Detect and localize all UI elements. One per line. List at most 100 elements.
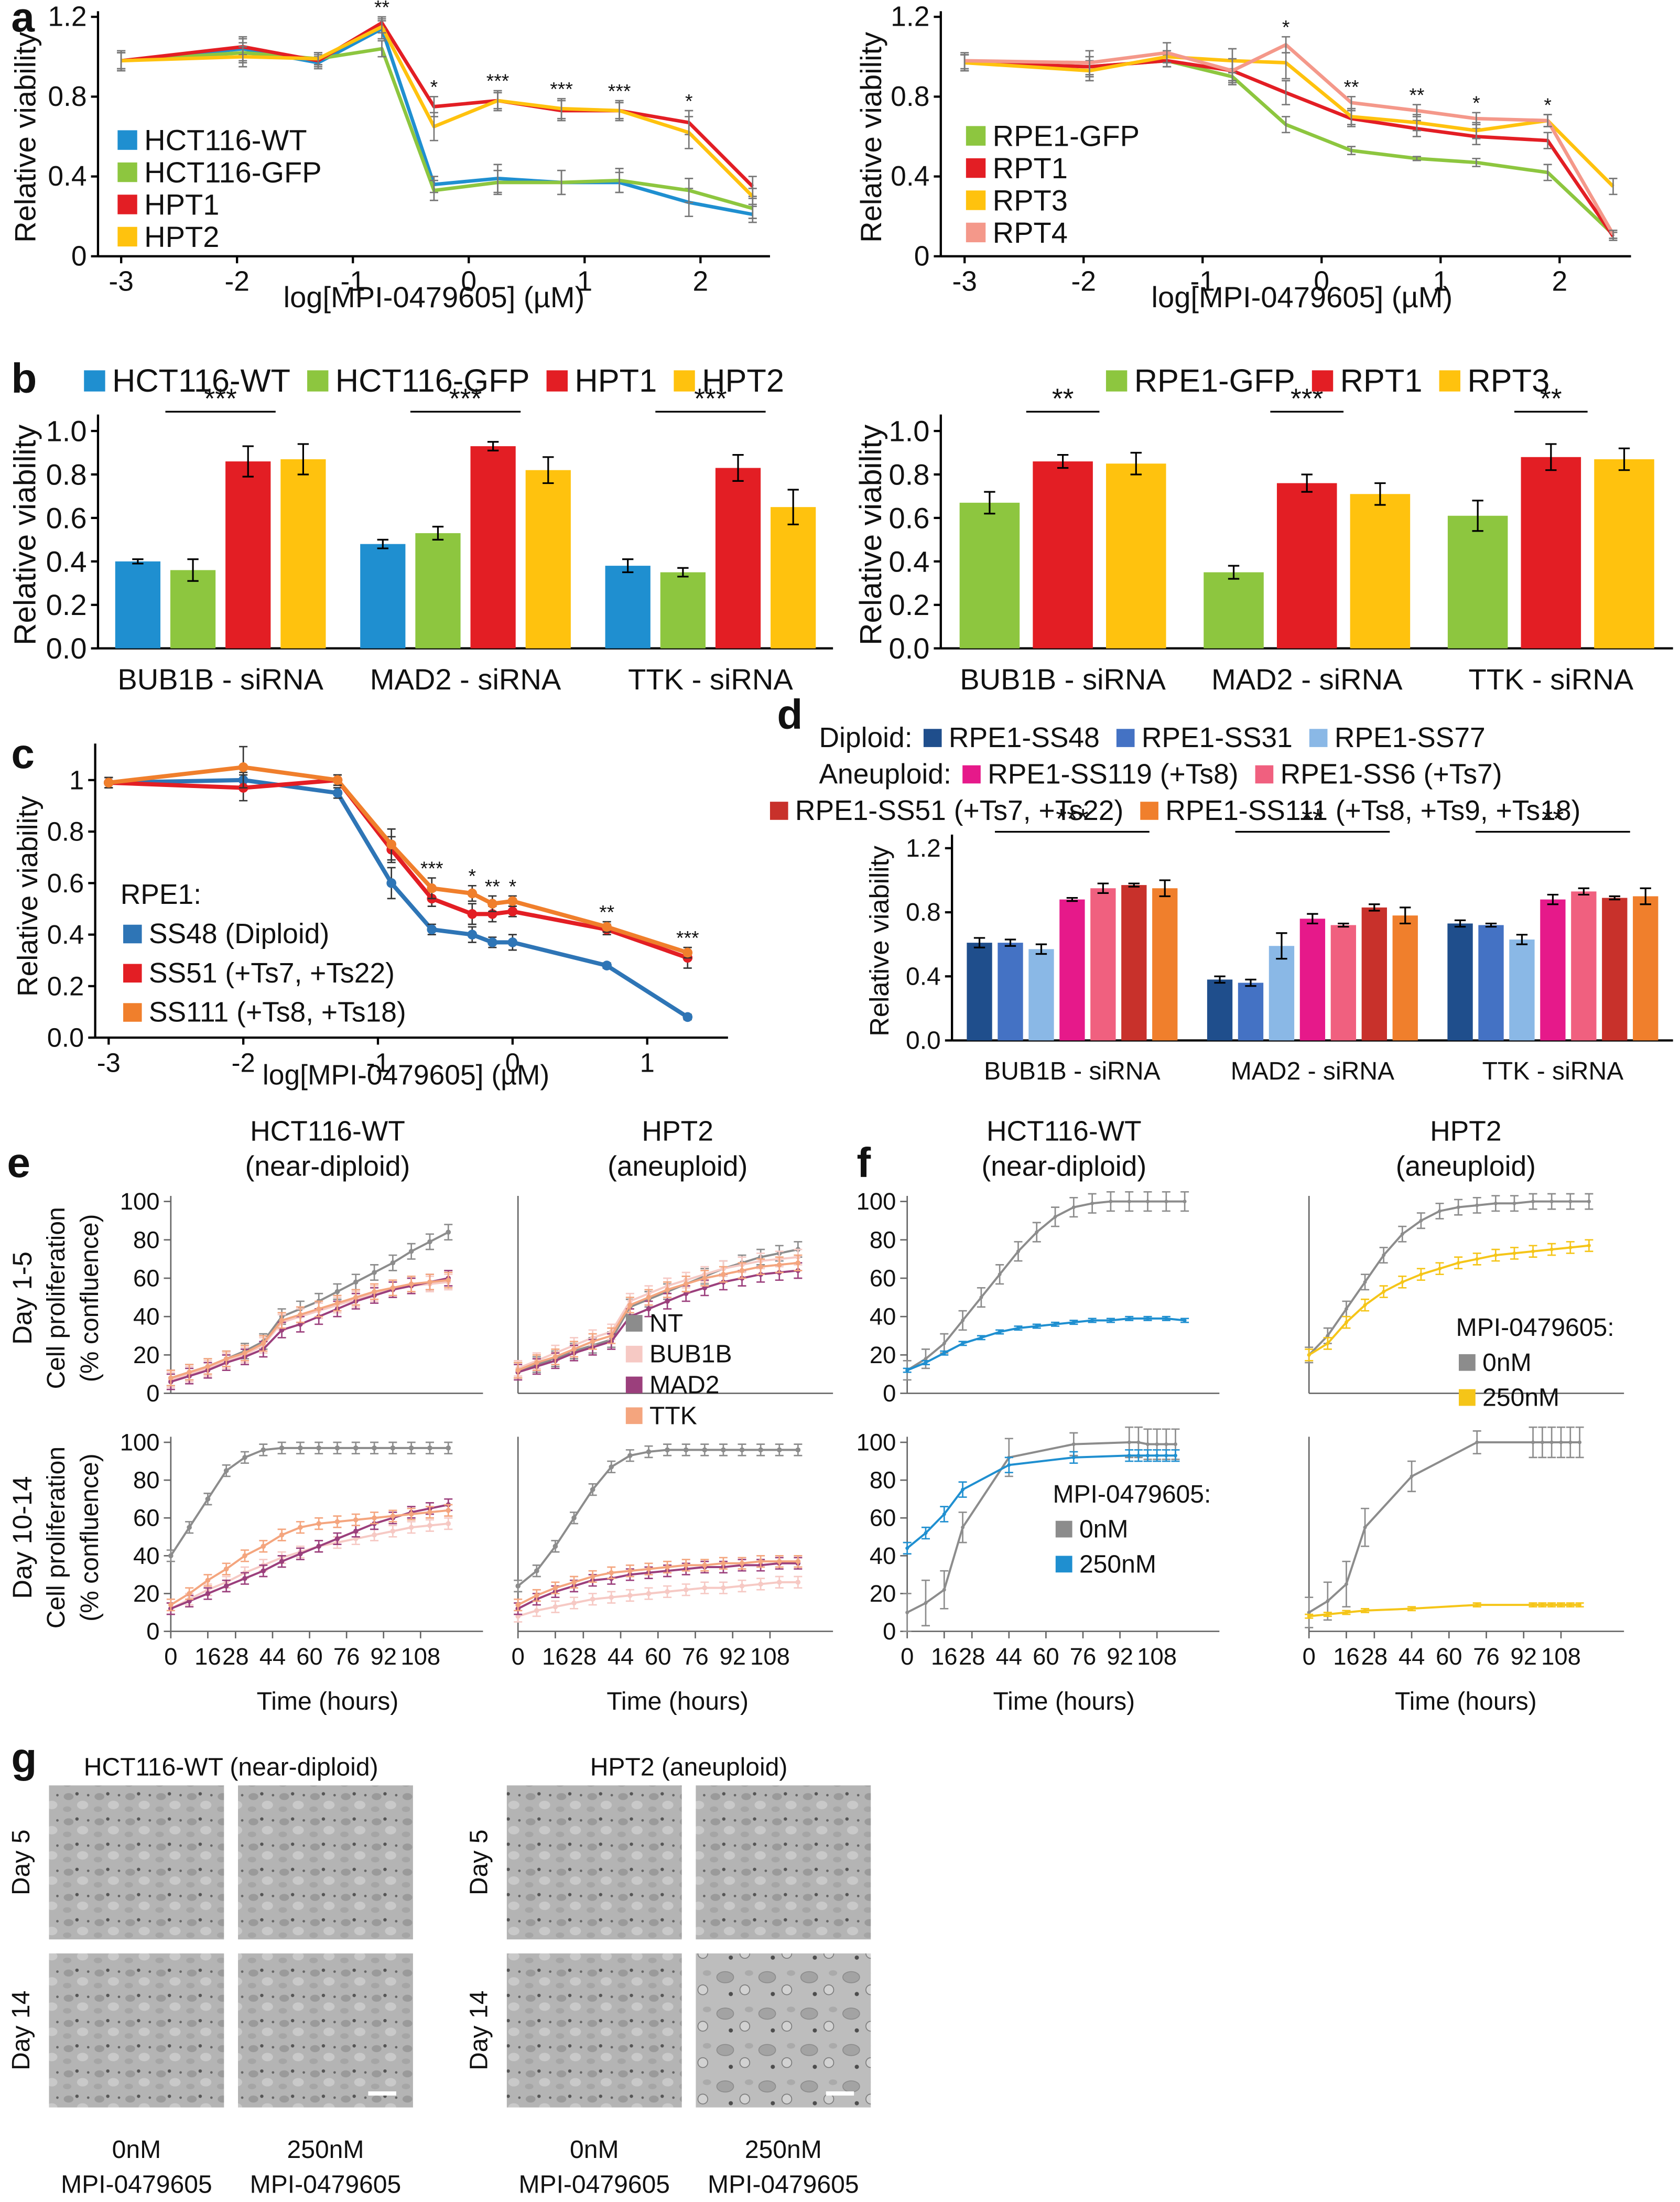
bar — [115, 561, 161, 649]
data-point — [1419, 1272, 1423, 1277]
data-point — [298, 1551, 303, 1557]
data-point — [1531, 1440, 1535, 1444]
bar — [605, 566, 651, 649]
data-point — [1344, 1582, 1348, 1586]
dose-label: 0nM — [570, 2135, 619, 2164]
data-point — [609, 1333, 614, 1339]
x-tick-label: TTK - siRNA — [1469, 663, 1634, 696]
x-tick-label: 0 — [901, 1643, 914, 1670]
group-title: HPT2 (aneuploid) — [590, 1753, 788, 1782]
data-point — [1071, 1205, 1076, 1210]
data-point — [721, 1585, 726, 1591]
data-point — [1419, 1218, 1423, 1223]
dose-label: 0nM — [112, 2135, 161, 2164]
data-point — [408, 1281, 414, 1287]
data-point — [467, 888, 478, 899]
significance: * — [1282, 16, 1290, 38]
data-point — [1016, 1249, 1020, 1254]
data-point — [609, 1594, 614, 1600]
data-point — [627, 1302, 633, 1308]
row-label: Day 1-5 — [7, 1251, 37, 1345]
data-line — [517, 1560, 798, 1606]
data-point — [776, 1447, 782, 1453]
bar — [1571, 891, 1597, 1041]
x-tick-label: -2 — [224, 266, 250, 297]
data-line — [1308, 1200, 1589, 1356]
group-title: HCT116-WT (near-diploid) — [84, 1753, 378, 1782]
x-axis-label: log[MPI-0479605] (µM) — [263, 1060, 549, 1091]
legend-swatch — [625, 1376, 643, 1394]
y-axis-label: Relative viability — [8, 424, 42, 645]
data-point — [1531, 1200, 1535, 1204]
data-point — [602, 922, 612, 932]
legend-label: 250nM — [1079, 1550, 1156, 1578]
data-point — [552, 1543, 558, 1549]
data-line — [517, 1449, 798, 1587]
data-point — [279, 1318, 285, 1323]
x-tick-label: BUB1B - siRNA — [984, 1057, 1161, 1085]
data-point — [408, 1445, 414, 1451]
data-point — [758, 1581, 763, 1587]
data-point — [1410, 1606, 1414, 1611]
data-point — [515, 1583, 521, 1589]
data-point — [534, 1608, 539, 1613]
legend-swatch — [1140, 802, 1158, 820]
x-tick-label: 1 — [640, 1048, 655, 1078]
legend-label: NT — [649, 1309, 683, 1337]
data-point — [1540, 1440, 1544, 1444]
data-point — [390, 1528, 396, 1534]
y-tick-label: 0 — [146, 1380, 159, 1407]
x-tick-label: 28 — [570, 1643, 597, 1670]
data-point — [261, 1543, 266, 1549]
legend-swatch — [923, 729, 942, 747]
bar — [1447, 923, 1473, 1041]
legend-swatch — [1116, 729, 1135, 747]
significance: *** — [608, 80, 631, 102]
y-tick-label: 20 — [133, 1342, 160, 1368]
data-point — [168, 1553, 174, 1559]
data-line — [109, 778, 689, 960]
y-tick-label: 0.8 — [48, 81, 86, 112]
data-point — [758, 1264, 763, 1269]
data-point — [1183, 1319, 1187, 1322]
data-line — [906, 1200, 1185, 1372]
bar — [1478, 925, 1504, 1041]
bar — [1540, 899, 1566, 1041]
data-point — [372, 1445, 377, 1451]
bar — [967, 943, 992, 1041]
x-tick-label: 2 — [692, 266, 708, 297]
legend-label: RPE1-SS77 — [1335, 722, 1486, 753]
subplot-subtitle: (near-diploid) — [245, 1151, 410, 1182]
y-axis-label: Cell proliferation — [42, 1207, 70, 1389]
data-point — [1475, 1440, 1479, 1444]
data-point — [1587, 1200, 1591, 1204]
data-point — [627, 1453, 633, 1459]
data-point — [1363, 1280, 1367, 1284]
legend-swatch — [674, 370, 695, 392]
data-point — [353, 1517, 359, 1523]
legend-swatch — [1312, 370, 1334, 392]
data-point — [758, 1559, 763, 1564]
x-tick-label: 16 — [194, 1643, 221, 1670]
micrograph — [238, 1785, 413, 1940]
bar — [1392, 915, 1418, 1041]
data-point — [1344, 1307, 1348, 1311]
data-point — [386, 878, 397, 888]
x-tick-label: 76 — [682, 1643, 709, 1670]
panel-label: d — [777, 690, 803, 738]
bar — [1204, 572, 1264, 649]
data-point — [942, 1512, 946, 1516]
significance: *** — [694, 384, 727, 415]
data-point — [665, 1589, 670, 1594]
legend-swatch — [123, 964, 142, 983]
significance: * — [509, 875, 517, 897]
legend-title: MPI-0479605: — [1456, 1313, 1614, 1342]
row-label: Day 14 — [464, 1991, 493, 2070]
row-label: Day 14 — [7, 1991, 35, 2070]
y-tick-label: 0 — [883, 1380, 896, 1407]
x-tick-label: 92 — [719, 1643, 746, 1670]
x-tick-label: 28 — [959, 1643, 985, 1670]
data-point — [332, 775, 343, 785]
panel-label: b — [11, 354, 37, 402]
legend-label: HPT1 — [575, 363, 657, 399]
